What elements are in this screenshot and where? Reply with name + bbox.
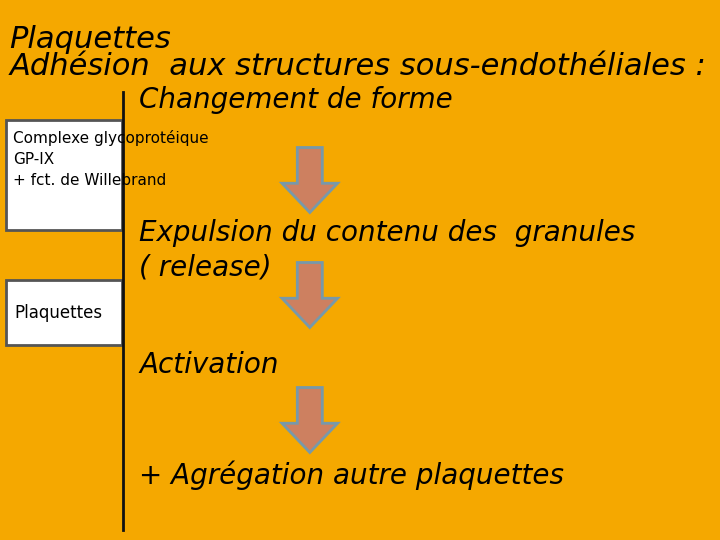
Text: Activation: Activation bbox=[139, 351, 279, 379]
Text: Plaquettes: Plaquettes bbox=[9, 25, 171, 54]
Text: Adhésion  aux structures sous-endothéliales :: Adhésion aux structures sous-endothélial… bbox=[9, 52, 706, 81]
Polygon shape bbox=[282, 262, 338, 327]
Text: Complexe glycoprotéique
GP-IX
+ fct. de Willebrand: Complexe glycoprotéique GP-IX + fct. de … bbox=[13, 130, 208, 188]
Text: Changement de forme: Changement de forme bbox=[139, 86, 453, 114]
Text: Expulsion du contenu des  granules
( release): Expulsion du contenu des granules ( rele… bbox=[139, 219, 635, 281]
Bar bbox=[6, 120, 122, 230]
Text: Plaquettes: Plaquettes bbox=[14, 303, 102, 321]
Polygon shape bbox=[282, 388, 338, 453]
Bar bbox=[6, 280, 122, 345]
Polygon shape bbox=[282, 147, 338, 213]
Text: + Agrégation autre plaquettes: + Agrégation autre plaquettes bbox=[139, 460, 564, 490]
